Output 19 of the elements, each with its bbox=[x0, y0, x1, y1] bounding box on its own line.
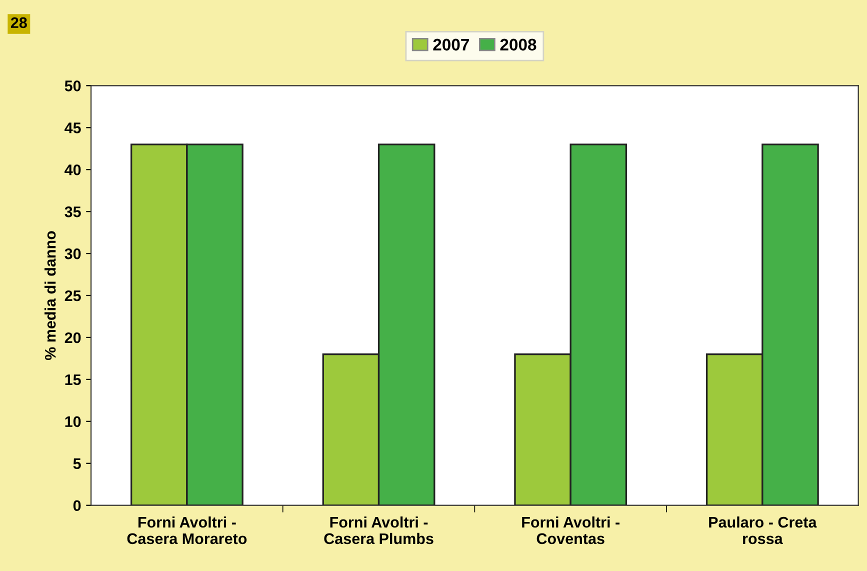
y-tick-label: 25 bbox=[64, 290, 81, 302]
y-tick-label: 40 bbox=[64, 164, 81, 176]
y-axis-title: % media di danno bbox=[44, 231, 56, 360]
y-tick-label: 30 bbox=[64, 248, 81, 260]
y-tick-label: 45 bbox=[64, 122, 81, 134]
y-tick-label: 0 bbox=[73, 500, 81, 512]
x-tick-label: Forni Avoltri - Casera Plumbs bbox=[324, 516, 434, 544]
y-tick-label: 5 bbox=[73, 458, 81, 470]
y-tick-label: 10 bbox=[65, 416, 81, 428]
x-tick-label: Paularo - Creta rossa bbox=[709, 516, 817, 544]
x-tick-label: Forni Avoltri - Coventas bbox=[522, 516, 620, 544]
text: 28 bbox=[10, 17, 27, 28]
y-tick-label: 35 bbox=[64, 206, 81, 218]
x-tick-label: Forni Avoltri - Casera Morareto bbox=[127, 516, 247, 544]
legend-label: 2008 bbox=[500, 38, 536, 51]
y-tick-label: 50 bbox=[64, 80, 81, 92]
y-tick-label: 20 bbox=[64, 332, 81, 344]
legend-label: 2007 bbox=[433, 38, 469, 51]
y-tick-label: 15 bbox=[65, 374, 81, 386]
